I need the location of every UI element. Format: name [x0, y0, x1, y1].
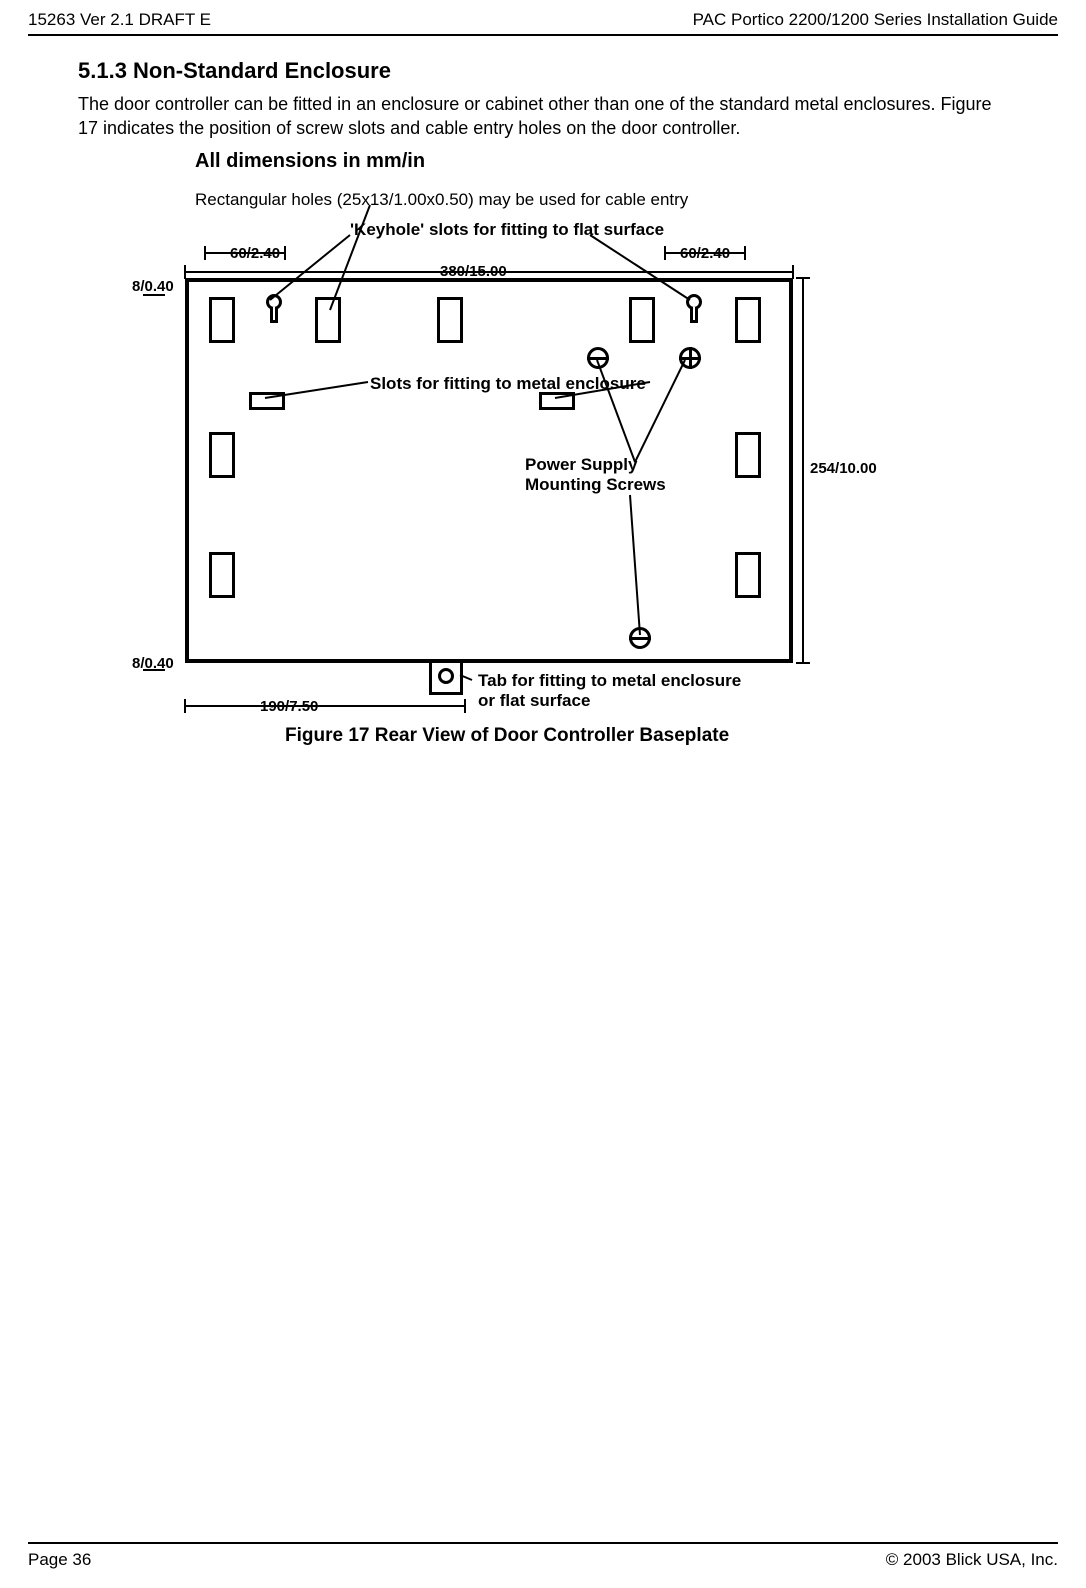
- tab-line2: or flat surface: [478, 691, 590, 710]
- power-supply-label: Power Supply Mounting Screws: [525, 455, 666, 496]
- rect-slot-0: [209, 297, 235, 343]
- mounting-screw-0: [587, 347, 609, 369]
- footer-rule: [28, 1542, 1058, 1544]
- header-right: PAC Portico 2200/1200 Series Installatio…: [693, 10, 1058, 30]
- slots-fitting-label: Slots for fitting to metal enclosure: [370, 374, 646, 394]
- rect-slot-mid-0: [249, 392, 285, 410]
- tab-line1: Tab for fitting to metal enclosure: [478, 671, 741, 690]
- rect-slot-2: [437, 297, 463, 343]
- dim-60-left: 60/2.40: [230, 245, 280, 262]
- tab-fitting-label: Tab for fitting to metal enclosure or fl…: [478, 671, 741, 712]
- rect-slot-0: [209, 432, 235, 478]
- figure-area: All dimensions in mm/in Rectangular hole…: [110, 150, 990, 740]
- psu-line2: Mounting Screws: [525, 475, 666, 494]
- rect-holes-note: Rectangular holes (25x13/1.00x0.50) may …: [195, 190, 688, 210]
- dim-8-top: 8/0.40: [132, 278, 174, 295]
- keyhole-slots-label: 'Keyhole' slots for fitting to flat surf…: [350, 220, 664, 240]
- psu-line1: Power Supply: [525, 455, 637, 474]
- dim-254: 254/10.00: [810, 460, 877, 477]
- rect-slot-4: [735, 297, 761, 343]
- header-rule: [28, 34, 1058, 36]
- keyhole-slot-0: [264, 294, 284, 324]
- footer-page: Page 36: [28, 1550, 91, 1570]
- rect-slot-1: [315, 297, 341, 343]
- mounting-screw-1: [679, 347, 701, 369]
- rect-slot-1: [209, 552, 235, 598]
- footer-copyright: © 2003 Blick USA, Inc.: [886, 1550, 1058, 1570]
- dim-60-right: 60/2.40: [680, 245, 730, 262]
- dim-190: 190/7.50: [260, 698, 318, 715]
- bottom-tab: [429, 663, 463, 695]
- rect-slot-mid-1: [539, 392, 575, 410]
- section-heading: 5.1.3 Non-Standard Enclosure: [78, 58, 391, 84]
- section-paragraph: The door controller can be fitted in an …: [78, 92, 1016, 141]
- rect-slot-3: [629, 297, 655, 343]
- rect-slot-0: [735, 432, 761, 478]
- header-left: 15263 Ver 2.1 DRAFT E: [28, 10, 211, 30]
- baseplate: [185, 278, 793, 663]
- mounting-screw-2: [629, 627, 651, 649]
- figure-caption: Figure 17 Rear View of Door Controller B…: [285, 725, 729, 747]
- rect-slot-1: [735, 552, 761, 598]
- keyhole-slot-1: [684, 294, 704, 324]
- dim-8-bot: 8/0.40: [132, 655, 174, 672]
- all-dims-note: All dimensions in mm/in: [195, 150, 425, 173]
